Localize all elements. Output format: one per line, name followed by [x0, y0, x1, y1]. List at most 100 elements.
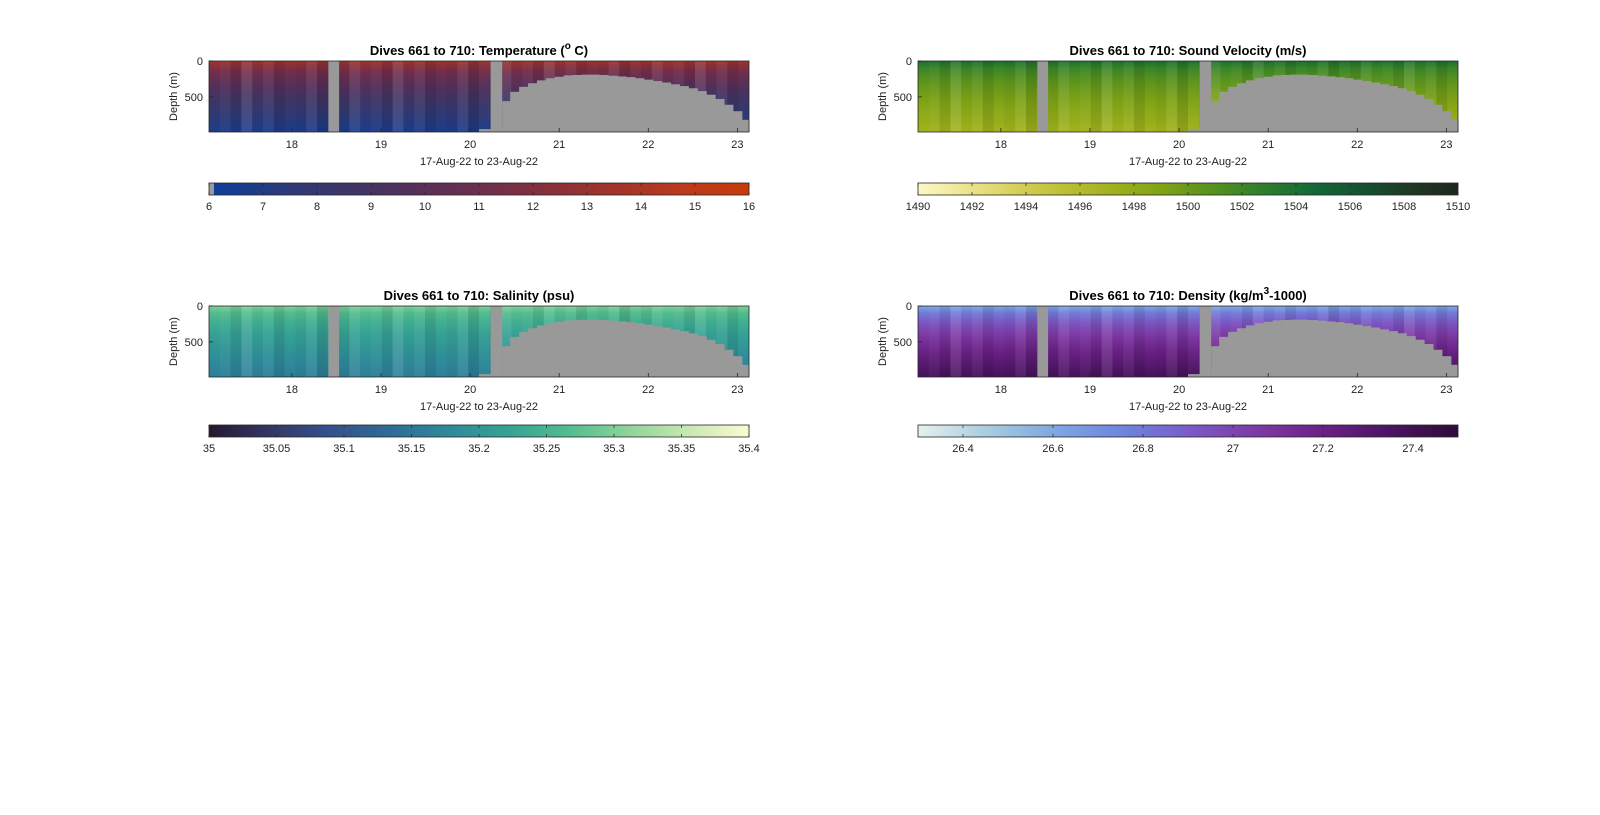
chart-title: Dives 661 to 710: Salinity (psu) — [384, 288, 575, 303]
dive-column — [1425, 306, 1437, 377]
data-gap — [328, 61, 340, 132]
dive-column — [1026, 306, 1037, 377]
bathymetry-mask — [519, 86, 529, 132]
dive-column — [436, 61, 447, 132]
dive-column — [392, 61, 404, 132]
bathymetry-mask — [1219, 336, 1229, 377]
data-gap — [1199, 61, 1212, 132]
colorbar-tick-label: 35.15 — [398, 443, 426, 455]
bathymetry-mask — [626, 77, 636, 132]
dive-column — [220, 306, 231, 377]
bathymetry-mask — [536, 80, 547, 132]
dive-column — [1015, 306, 1026, 377]
bathymetry-mask — [634, 78, 645, 132]
bathymetry-mask — [1245, 325, 1256, 377]
bathymetry-mask — [528, 328, 538, 377]
x-tick-label: 23 — [731, 384, 743, 396]
bathymetry-mask — [1397, 333, 1407, 377]
dive-column — [273, 306, 285, 377]
x-tick-label: 20 — [1173, 139, 1185, 151]
dive-column — [929, 306, 940, 377]
bathymetry-mask — [1379, 329, 1389, 377]
bathymetry-mask — [1424, 344, 1434, 377]
dive-column — [1188, 306, 1199, 377]
bathymetry-mask — [1254, 323, 1265, 377]
dive-column — [950, 306, 962, 377]
y-tick-label: 500 — [185, 92, 203, 104]
dive-column — [1026, 61, 1037, 132]
colorbar-tick-label: 26.8 — [1132, 443, 1153, 455]
colorbar-tick-label: 1490 — [906, 201, 930, 213]
bathymetry-mask — [563, 75, 574, 132]
bathymetry-mask — [519, 331, 529, 377]
x-tick-label: 18 — [995, 384, 1007, 396]
dive-column — [468, 61, 479, 132]
bathymetry-mask — [670, 84, 680, 132]
bathymetry-mask — [715, 99, 725, 132]
bathymetry-mask — [679, 86, 689, 132]
y-tick-label: 0 — [906, 56, 912, 68]
dive-column — [716, 306, 728, 377]
dive-column — [961, 61, 972, 132]
bathymetry-mask — [1290, 74, 1300, 132]
dive-column — [1166, 306, 1178, 377]
bathymetry-mask — [643, 324, 654, 377]
dive-column — [1166, 61, 1178, 132]
dive-column — [1177, 61, 1188, 132]
colorbar-tick-label: 7 — [260, 201, 266, 213]
dive-column — [1090, 306, 1102, 377]
bathymetry-mask — [643, 79, 654, 132]
bathymetry-mask — [741, 364, 750, 377]
dive-column — [263, 306, 274, 377]
x-axis-label: 17-Aug-22 to 23-Aug-22 — [1129, 156, 1247, 168]
dive-column — [1069, 61, 1080, 132]
dive-column — [1080, 306, 1091, 377]
bathymetry-mask — [1397, 88, 1407, 132]
bathymetry-mask — [563, 320, 574, 377]
bathymetry-mask — [599, 319, 609, 377]
dive-column — [1080, 61, 1091, 132]
panel-temperature: 18 19 20 21 22 23 0 500 Depth (m) 17-Aug-22 to 23… — [168, 41, 755, 213]
x-tick-label: 19 — [375, 139, 387, 151]
colorbar-tick-label: 13 — [581, 201, 593, 213]
colorbar-tick-label: 1508 — [1392, 201, 1416, 213]
dive-column — [1090, 61, 1102, 132]
colorbar-tick-label: 1498 — [1122, 201, 1146, 213]
colorbar-tick-label: 26.4 — [952, 443, 973, 455]
bathymetry-mask — [479, 374, 492, 377]
bathymetry-mask — [1335, 322, 1345, 377]
colorbar-tick-label: 35.35 — [668, 443, 696, 455]
y-tick-label: 0 — [197, 301, 203, 313]
chart-title-main: Dives 661 to 710: Sound Velocity (m/s) — [1070, 43, 1307, 58]
dive-column — [414, 306, 425, 377]
y-tick-label: 0 — [197, 56, 203, 68]
dive-column — [1156, 61, 1167, 132]
data-gap — [1199, 306, 1212, 377]
dive-column — [1058, 306, 1070, 377]
x-tick-label: 19 — [375, 384, 387, 396]
dive-column — [972, 306, 983, 377]
bathymetry-mask — [510, 91, 520, 132]
dive-column — [252, 306, 263, 377]
x-tick-label: 21 — [553, 139, 565, 151]
colorbar-tick-label: 9 — [368, 201, 374, 213]
bathymetry-mask — [599, 74, 609, 132]
dive-column — [317, 61, 328, 132]
bathymetry-mask — [634, 323, 645, 377]
dive-column — [371, 306, 382, 377]
bathymetry-mask — [608, 75, 618, 132]
bathymetry-mask — [581, 319, 591, 377]
bathymetry-mask — [661, 82, 672, 132]
bathymetry-mask — [697, 336, 707, 377]
bathymetry-mask — [1263, 321, 1274, 377]
bathymetry-mask — [715, 344, 725, 377]
x-tick-label: 23 — [1440, 139, 1452, 151]
dive-column — [306, 306, 317, 377]
dive-column — [295, 61, 306, 132]
bathymetry-mask — [724, 104, 734, 132]
bathymetry-mask — [1317, 75, 1327, 132]
x-tick-label: 20 — [464, 139, 476, 151]
bathymetry-mask — [1335, 77, 1345, 132]
dive-column — [961, 306, 972, 377]
colorbar-tick-label: 14 — [635, 201, 647, 213]
